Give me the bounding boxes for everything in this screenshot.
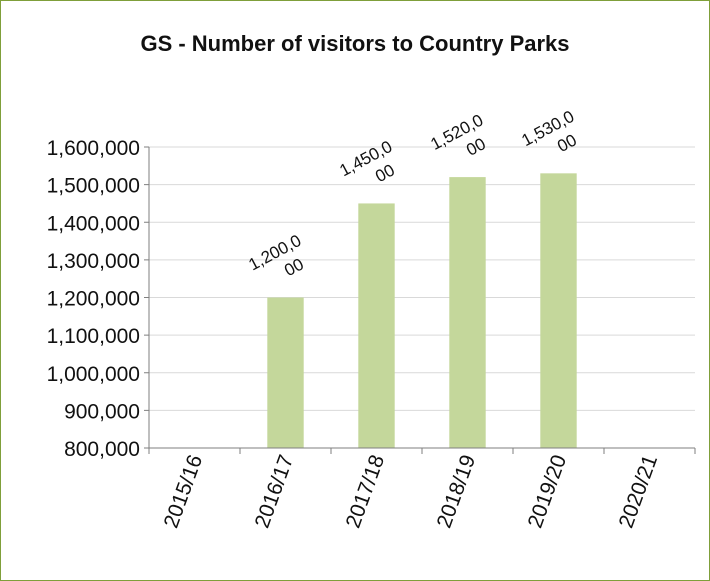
- bar: [540, 173, 577, 448]
- y-tick-label: 1,500,000: [47, 175, 140, 198]
- y-tick-label: 1,400,000: [47, 212, 140, 235]
- gridlines: [149, 146, 695, 411]
- data-label: 1,520,000: [427, 111, 496, 174]
- y-tick-label: 800,000: [64, 438, 140, 461]
- x-tick-label: 2015/16: [160, 452, 208, 531]
- data-label: 1,450,000: [336, 137, 405, 200]
- y-tick-label: 1,100,000: [47, 325, 140, 348]
- data-label: 1,530,000: [518, 107, 587, 170]
- x-tick-label: 2019/20: [524, 452, 572, 531]
- data-label: 1,200,000: [245, 231, 314, 294]
- x-tick-label: 2020/21: [615, 452, 663, 531]
- y-tick-label: 1,200,000: [47, 288, 140, 311]
- bar: [449, 177, 486, 448]
- x-tick-label: 2018/19: [433, 452, 481, 531]
- axes: [144, 146, 696, 454]
- y-tick-label: 1,300,000: [47, 250, 140, 273]
- y-tick-label: 1,600,000: [47, 137, 140, 160]
- bar: [358, 203, 395, 448]
- y-tick-label: 1,000,000: [47, 363, 140, 386]
- bar: [267, 297, 304, 448]
- y-tick-label: 900,000: [64, 400, 140, 423]
- bars: [267, 173, 577, 448]
- chart-title: GS - Number of visitors to Country Parks: [140, 31, 570, 56]
- x-tick-label: 2016/17: [251, 452, 299, 531]
- x-tick-label: 2017/18: [342, 452, 390, 531]
